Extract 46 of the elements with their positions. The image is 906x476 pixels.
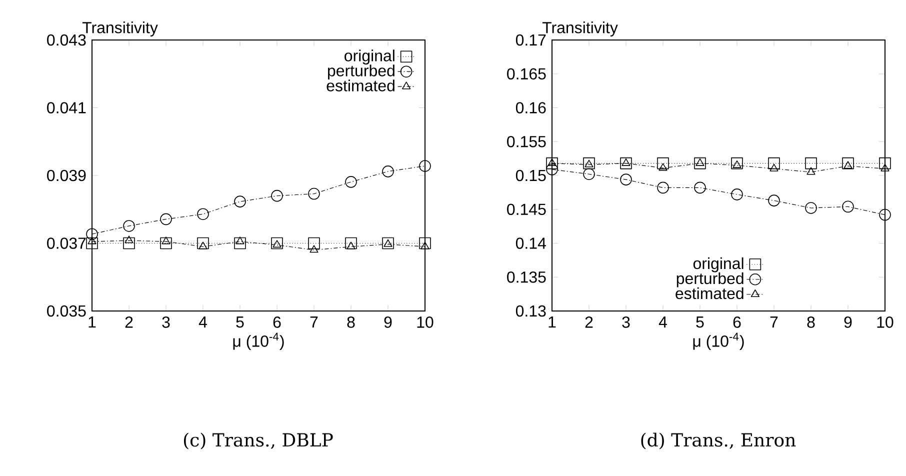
x-tick-label: 9 — [844, 316, 852, 328]
x-tick-label: 7 — [310, 316, 318, 328]
y-tick-label: 0.037 — [47, 238, 86, 249]
legend-label: estimated — [676, 287, 744, 300]
x-tick-label: 8 — [807, 316, 815, 328]
legend-label: perturbed — [328, 64, 394, 80]
x-tick-label: 3 — [162, 316, 170, 328]
x-tick-label: 1 — [88, 316, 96, 328]
x-tick-label: 1 — [548, 316, 556, 328]
y-tick-label: 0.14 — [516, 238, 546, 249]
legend-label: perturbed — [676, 272, 744, 288]
y-tick-label: 0.035 — [47, 305, 86, 317]
x-tick-label: 10 — [417, 316, 434, 328]
x-tick-label: 8 — [347, 316, 355, 328]
y-tick-label: 0.041 — [47, 102, 86, 114]
y-axis-title: Transitivity — [542, 22, 618, 36]
y-tick-label: 0.17 — [516, 34, 546, 46]
x-tick-label: 2 — [125, 316, 133, 328]
x-axis-title: μ (10$^{-4}$) — [693, 332, 744, 350]
x-tick-label: 4 — [658, 316, 667, 328]
x-tick-label: 6 — [273, 316, 281, 328]
x-tick-label: 10 — [877, 316, 894, 328]
x-tick-label: 4 — [198, 316, 207, 328]
y-tick-label: 0.155 — [507, 136, 546, 148]
y-axis-title: Transitivity — [82, 22, 158, 36]
x-tick-label: 5 — [696, 316, 704, 328]
x-tick-label: 9 — [384, 316, 392, 328]
legend-label: original — [344, 50, 394, 65]
x-tick-label: 3 — [622, 316, 630, 328]
text: (d) Trans., Enron — [641, 432, 796, 450]
text: (c) Trans., DBLP — [184, 432, 333, 450]
y-tick-label: 0.16 — [516, 102, 546, 114]
x-tick-label: 2 — [585, 316, 593, 328]
y-tick-label: 0.145 — [507, 204, 546, 216]
y-tick-label: 0.15 — [516, 170, 546, 182]
y-tick-label: 0.135 — [507, 271, 546, 283]
y-tick-label: 0.13 — [516, 305, 546, 317]
x-axis-title: μ (10$^{-4}$) — [233, 332, 284, 350]
legend-label: estimated — [326, 80, 394, 92]
x-tick-label: 7 — [770, 316, 778, 328]
x-tick-label: 6 — [733, 316, 741, 328]
x-tick-label: 5 — [236, 316, 244, 328]
y-tick-label: 0.043 — [47, 34, 86, 46]
y-tick-label: 0.039 — [47, 170, 86, 182]
y-tick-label: 0.165 — [507, 68, 546, 80]
legend-label: original — [693, 257, 744, 272]
